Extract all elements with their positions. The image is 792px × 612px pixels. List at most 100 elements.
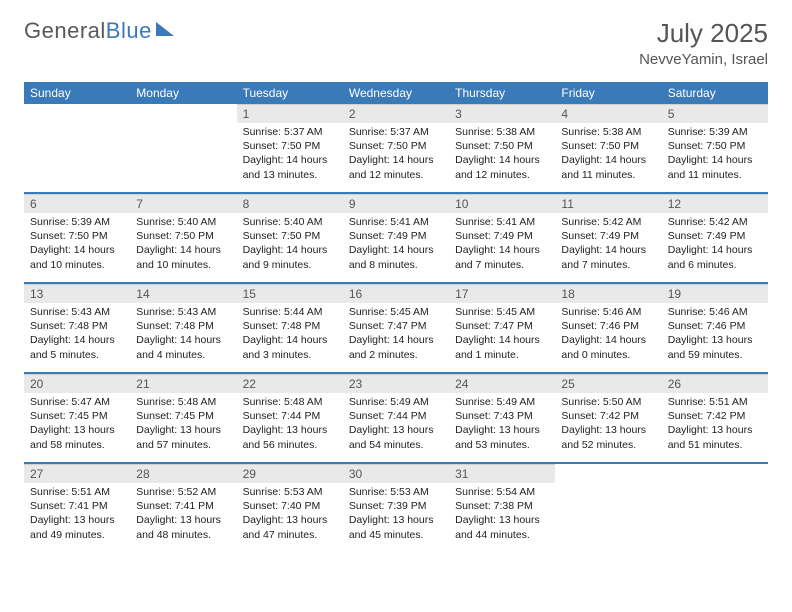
empty-cell — [662, 483, 768, 553]
day-header: Saturday — [662, 82, 768, 104]
day-number: 19 — [662, 284, 768, 303]
week-content-row: Sunrise: 5:43 AMSunset: 7:48 PMDaylight:… — [24, 303, 768, 373]
day-number: 27 — [24, 464, 130, 483]
day-header: Tuesday — [237, 82, 343, 104]
day-content: Sunrise: 5:43 AMSunset: 7:48 PMDaylight:… — [24, 303, 130, 368]
day-content-cell: Sunrise: 5:48 AMSunset: 7:45 PMDaylight:… — [130, 393, 236, 463]
day-content-cell: Sunrise: 5:48 AMSunset: 7:44 PMDaylight:… — [237, 393, 343, 463]
day-content: Sunrise: 5:45 AMSunset: 7:47 PMDaylight:… — [449, 303, 555, 368]
day-number-cell: 24 — [449, 373, 555, 393]
day-number-cell: 27 — [24, 463, 130, 483]
day-header: Friday — [555, 82, 661, 104]
day-number: 22 — [237, 374, 343, 393]
day-number-cell: 23 — [343, 373, 449, 393]
day-number: 11 — [555, 194, 661, 213]
day-content: Sunrise: 5:46 AMSunset: 7:46 PMDaylight:… — [555, 303, 661, 368]
day-content-cell: Sunrise: 5:44 AMSunset: 7:48 PMDaylight:… — [237, 303, 343, 373]
day-number-cell: 19 — [662, 283, 768, 303]
day-content-cell: Sunrise: 5:53 AMSunset: 7:40 PMDaylight:… — [237, 483, 343, 553]
day-number: 17 — [449, 284, 555, 303]
day-content: Sunrise: 5:42 AMSunset: 7:49 PMDaylight:… — [555, 213, 661, 278]
day-header: Wednesday — [343, 82, 449, 104]
day-number-cell: 16 — [343, 283, 449, 303]
day-number-cell: 13 — [24, 283, 130, 303]
week-daynum-row: 2728293031 — [24, 463, 768, 483]
day-content-cell: Sunrise: 5:53 AMSunset: 7:39 PMDaylight:… — [343, 483, 449, 553]
day-content: Sunrise: 5:54 AMSunset: 7:38 PMDaylight:… — [449, 483, 555, 548]
day-number: 10 — [449, 194, 555, 213]
empty-cell — [130, 123, 236, 193]
empty-cell — [130, 104, 236, 123]
day-number: 21 — [130, 374, 236, 393]
header: GeneralBlue July 2025 NevveYamin, Israel — [24, 18, 768, 68]
calendar-table: SundayMondayTuesdayWednesdayThursdayFrid… — [24, 82, 768, 553]
day-number-cell: 11 — [555, 193, 661, 213]
day-content: Sunrise: 5:52 AMSunset: 7:41 PMDaylight:… — [130, 483, 236, 548]
day-number: 25 — [555, 374, 661, 393]
week-content-row: Sunrise: 5:37 AMSunset: 7:50 PMDaylight:… — [24, 123, 768, 193]
empty-cell — [24, 123, 130, 193]
week-daynum-row: 6789101112 — [24, 193, 768, 213]
logo-part1: General — [24, 18, 106, 43]
day-content: Sunrise: 5:39 AMSunset: 7:50 PMDaylight:… — [662, 123, 768, 188]
day-number-cell: 18 — [555, 283, 661, 303]
day-content: Sunrise: 5:39 AMSunset: 7:50 PMDaylight:… — [24, 213, 130, 278]
day-number: 26 — [662, 374, 768, 393]
day-number: 4 — [555, 104, 661, 123]
day-content-cell: Sunrise: 5:50 AMSunset: 7:42 PMDaylight:… — [555, 393, 661, 463]
day-number-cell: 12 — [662, 193, 768, 213]
day-header: Thursday — [449, 82, 555, 104]
month-title: July 2025 — [639, 18, 768, 49]
day-content: Sunrise: 5:38 AMSunset: 7:50 PMDaylight:… — [555, 123, 661, 188]
empty-cell — [24, 104, 130, 123]
day-content: Sunrise: 5:46 AMSunset: 7:46 PMDaylight:… — [662, 303, 768, 368]
day-content: Sunrise: 5:51 AMSunset: 7:41 PMDaylight:… — [24, 483, 130, 548]
week-content-row: Sunrise: 5:39 AMSunset: 7:50 PMDaylight:… — [24, 213, 768, 283]
day-content-cell: Sunrise: 5:51 AMSunset: 7:41 PMDaylight:… — [24, 483, 130, 553]
day-content: Sunrise: 5:41 AMSunset: 7:49 PMDaylight:… — [449, 213, 555, 278]
day-number: 18 — [555, 284, 661, 303]
calendar-page: GeneralBlue July 2025 NevveYamin, Israel… — [0, 0, 792, 571]
day-content-cell: Sunrise: 5:40 AMSunset: 7:50 PMDaylight:… — [237, 213, 343, 283]
day-content: Sunrise: 5:51 AMSunset: 7:42 PMDaylight:… — [662, 393, 768, 458]
day-number: 12 — [662, 194, 768, 213]
day-content: Sunrise: 5:37 AMSunset: 7:50 PMDaylight:… — [237, 123, 343, 188]
day-number-cell: 8 — [237, 193, 343, 213]
day-content: Sunrise: 5:38 AMSunset: 7:50 PMDaylight:… — [449, 123, 555, 188]
day-header: Sunday — [24, 82, 130, 104]
day-number: 29 — [237, 464, 343, 483]
day-content: Sunrise: 5:53 AMSunset: 7:39 PMDaylight:… — [343, 483, 449, 548]
day-content: Sunrise: 5:40 AMSunset: 7:50 PMDaylight:… — [237, 213, 343, 278]
day-number-cell: 3 — [449, 104, 555, 123]
day-number: 30 — [343, 464, 449, 483]
day-number: 7 — [130, 194, 236, 213]
day-number-cell: 22 — [237, 373, 343, 393]
day-number: 16 — [343, 284, 449, 303]
week-daynum-row: 13141516171819 — [24, 283, 768, 303]
day-number-cell: 20 — [24, 373, 130, 393]
day-number-cell: 31 — [449, 463, 555, 483]
logo: GeneralBlue — [24, 18, 174, 44]
empty-cell — [555, 463, 661, 483]
day-number: 28 — [130, 464, 236, 483]
day-number: 3 — [449, 104, 555, 123]
day-number-cell: 29 — [237, 463, 343, 483]
day-number-cell: 9 — [343, 193, 449, 213]
day-content-cell: Sunrise: 5:46 AMSunset: 7:46 PMDaylight:… — [662, 303, 768, 373]
day-content-cell: Sunrise: 5:47 AMSunset: 7:45 PMDaylight:… — [24, 393, 130, 463]
day-content: Sunrise: 5:40 AMSunset: 7:50 PMDaylight:… — [130, 213, 236, 278]
day-content-cell: Sunrise: 5:37 AMSunset: 7:50 PMDaylight:… — [237, 123, 343, 193]
day-content-cell: Sunrise: 5:39 AMSunset: 7:50 PMDaylight:… — [24, 213, 130, 283]
day-number-cell: 15 — [237, 283, 343, 303]
day-number: 1 — [237, 104, 343, 123]
calendar-body: 12345Sunrise: 5:37 AMSunset: 7:50 PMDayl… — [24, 104, 768, 553]
day-content-cell: Sunrise: 5:41 AMSunset: 7:49 PMDaylight:… — [343, 213, 449, 283]
day-number-cell: 14 — [130, 283, 236, 303]
calendar-header-row: SundayMondayTuesdayWednesdayThursdayFrid… — [24, 82, 768, 104]
day-content-cell: Sunrise: 5:42 AMSunset: 7:49 PMDaylight:… — [662, 213, 768, 283]
day-content: Sunrise: 5:37 AMSunset: 7:50 PMDaylight:… — [343, 123, 449, 188]
day-content-cell: Sunrise: 5:43 AMSunset: 7:48 PMDaylight:… — [130, 303, 236, 373]
day-number: 2 — [343, 104, 449, 123]
day-number: 15 — [237, 284, 343, 303]
day-content-cell: Sunrise: 5:38 AMSunset: 7:50 PMDaylight:… — [555, 123, 661, 193]
